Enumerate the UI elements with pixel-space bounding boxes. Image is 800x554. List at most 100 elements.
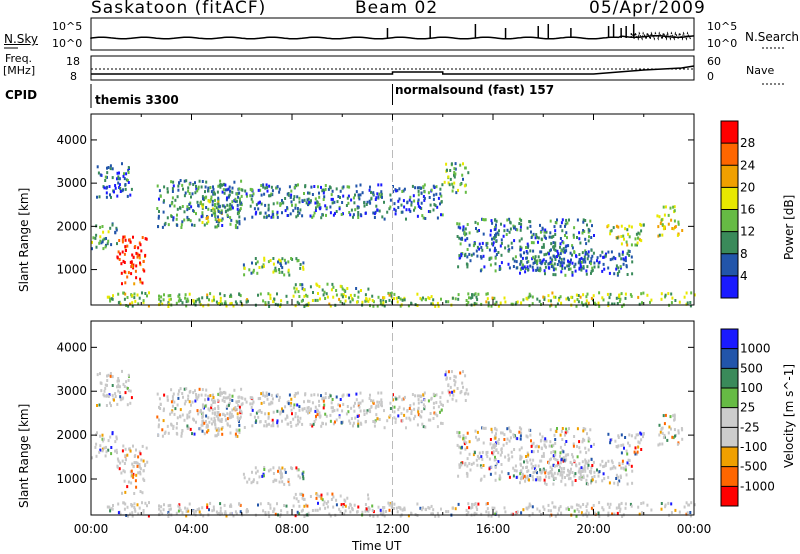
power-cell [577, 294, 580, 297]
velocity-cell [214, 407, 216, 411]
velocity-cell [494, 455, 496, 459]
velocity-cell [196, 409, 199, 413]
velocity-cell [388, 508, 391, 512]
power-cell [482, 254, 485, 258]
velocity-cell [609, 467, 612, 471]
power-cell [109, 299, 112, 303]
velocity-cell [319, 507, 321, 511]
velocity-cell [144, 463, 147, 467]
power-cell [170, 215, 173, 218]
velocity-cell [432, 406, 435, 410]
velocity-cell [365, 509, 368, 513]
velocity-cell [127, 480, 130, 484]
power-cell [619, 265, 622, 269]
power-cell [200, 185, 203, 189]
velocity-cell [501, 431, 504, 435]
power-cell [533, 257, 536, 261]
power-cell [224, 183, 227, 187]
power-cell [172, 218, 175, 222]
velocity-cell [348, 419, 351, 423]
power-cell [398, 187, 401, 191]
velocity-cell [302, 497, 305, 501]
power-cell [434, 304, 437, 308]
power-cell [561, 229, 564, 233]
velocity-cell [320, 493, 323, 497]
velocity-cell [252, 400, 255, 404]
power-cell [619, 297, 622, 301]
power-cell [254, 212, 257, 216]
power-cell [606, 292, 609, 296]
power-cell [126, 194, 129, 198]
power-cell [397, 296, 400, 299]
velocity-cell [468, 452, 471, 456]
power-cell [171, 187, 174, 191]
power-cell [561, 267, 564, 270]
power-cell [624, 292, 627, 296]
power-cell [515, 266, 518, 270]
velocity-cell [336, 408, 339, 412]
velocity-cell [227, 395, 230, 399]
velocity-cell [322, 396, 325, 400]
velocity-cell [558, 506, 561, 510]
power-cell [570, 295, 573, 299]
velocity-cell [416, 394, 419, 398]
power-cell [565, 231, 568, 235]
power-cell [136, 255, 139, 259]
power-cell [224, 188, 227, 192]
power-cell [234, 200, 237, 203]
velocity-cell [296, 422, 299, 426]
velocity-cell [552, 482, 555, 486]
velocity-cell [585, 460, 587, 464]
velocity-cell [256, 469, 259, 473]
power-cell [587, 250, 590, 254]
power-cell [602, 255, 605, 259]
power-cell [330, 197, 333, 201]
power-cell [552, 295, 555, 299]
velocity-cell [166, 424, 169, 428]
power-cell [402, 189, 405, 193]
velocity-cell [274, 512, 277, 516]
power-cell [583, 230, 586, 233]
power-cell [457, 188, 459, 192]
power-cell [269, 259, 272, 262]
velocity-cell [456, 443, 459, 447]
power-cell [618, 270, 621, 274]
power-cell [422, 185, 425, 189]
velocity-cell [372, 399, 375, 403]
velocity-cell [226, 422, 229, 426]
velocity-cell [228, 401, 231, 405]
velocity-cell [383, 514, 386, 518]
power-cell [268, 305, 271, 308]
velocity-cell [522, 473, 525, 477]
power-cell [110, 243, 113, 247]
power-cell [298, 200, 301, 204]
power-cell [434, 204, 437, 208]
velocity-cell [221, 398, 224, 402]
power-cell [526, 226, 529, 230]
power-cell [574, 262, 577, 266]
power-cell [396, 189, 399, 193]
power-cell [559, 252, 562, 256]
velocity-cell [141, 491, 144, 495]
velocity-cell [130, 396, 133, 400]
power-cell [582, 293, 585, 297]
velocity-cell [396, 397, 399, 401]
velocity-cell [284, 405, 287, 409]
power-cell [134, 269, 137, 273]
velocity-cell [279, 514, 282, 518]
power-cell [502, 234, 505, 238]
velocity-cell [526, 435, 529, 439]
velocity-cell [551, 501, 554, 505]
velocity-cell [218, 511, 221, 515]
velocity-cell [238, 399, 241, 403]
power-cell [114, 186, 117, 190]
power-cell [325, 206, 328, 210]
velocity-cell [310, 393, 313, 397]
power-cell [685, 302, 688, 306]
power-cell [118, 177, 121, 181]
velocity-cell [95, 454, 98, 458]
velocity-cell [264, 412, 267, 416]
velocity-cell [357, 422, 360, 426]
velocity-cell [432, 512, 434, 516]
power-cell [638, 302, 641, 306]
